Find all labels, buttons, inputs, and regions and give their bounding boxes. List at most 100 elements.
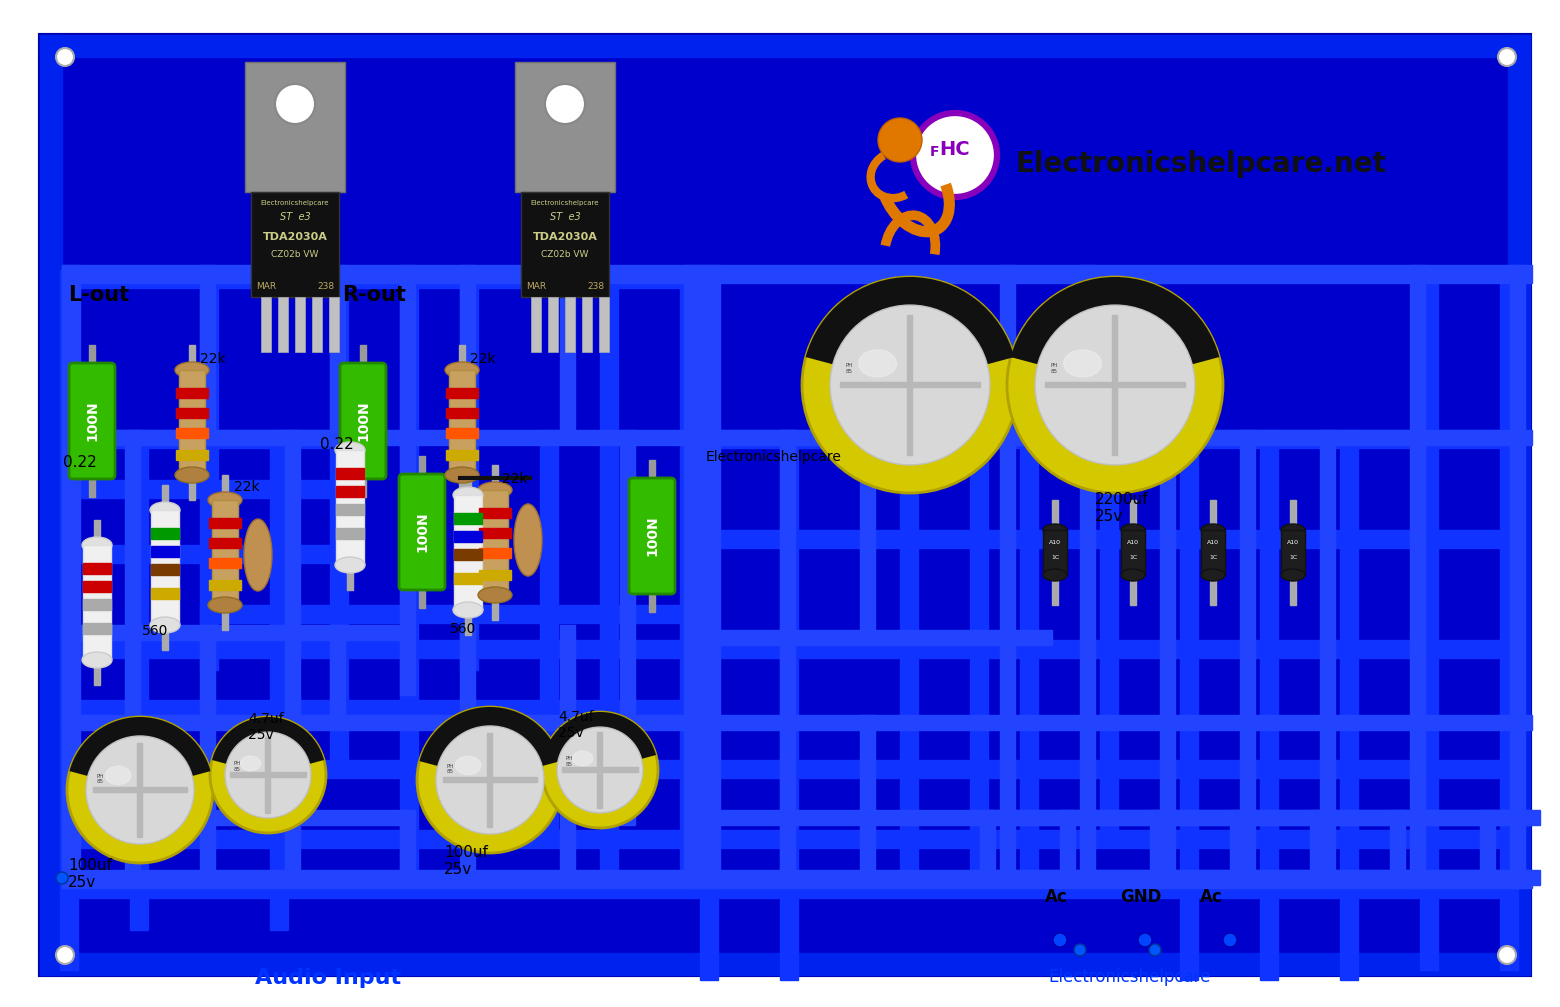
Text: 100N: 100N	[644, 516, 658, 556]
Text: PH
85: PH 85	[565, 756, 573, 766]
Bar	[94, 520, 100, 545]
Ellipse shape	[477, 587, 512, 603]
Bar	[335, 450, 363, 565]
Text: A10: A10	[1287, 540, 1299, 545]
Text: A10: A10	[1048, 540, 1061, 545]
Bar	[700, 760, 1501, 778]
Bar	[1509, 35, 1530, 975]
Bar	[970, 430, 987, 880]
Bar	[1510, 265, 1526, 888]
Bar	[222, 605, 228, 630]
Text: 22k: 22k	[470, 352, 496, 366]
Text: 1C: 1C	[1129, 555, 1137, 560]
Circle shape	[1008, 277, 1223, 493]
Bar	[59, 545, 360, 563]
Text: Ac: Ac	[1200, 888, 1223, 906]
Bar	[702, 810, 1532, 825]
Bar	[446, 428, 477, 438]
Bar	[331, 265, 345, 430]
Bar	[446, 388, 477, 398]
Bar	[270, 430, 289, 930]
Bar	[454, 573, 482, 584]
Bar	[151, 510, 179, 625]
Text: 560: 560	[142, 624, 168, 638]
Bar	[1310, 810, 1324, 885]
Bar	[1129, 500, 1136, 530]
Bar	[346, 565, 353, 590]
Bar	[1080, 430, 1095, 885]
Bar	[278, 297, 289, 352]
Bar	[1281, 530, 1306, 575]
Circle shape	[1137, 933, 1151, 947]
Bar	[1150, 810, 1165, 885]
Ellipse shape	[452, 602, 484, 618]
Ellipse shape	[858, 349, 897, 377]
Bar	[702, 430, 1532, 445]
Circle shape	[56, 872, 69, 884]
Bar	[465, 610, 471, 635]
Bar	[295, 297, 306, 352]
Bar	[619, 430, 635, 825]
Text: 22k: 22k	[234, 480, 259, 494]
Text: MAR: MAR	[256, 282, 276, 291]
FancyBboxPatch shape	[69, 363, 115, 479]
Bar	[151, 588, 179, 599]
Ellipse shape	[445, 362, 479, 378]
Bar	[329, 297, 339, 352]
Text: Electronicshelpcare: Electronicshelpcare	[1048, 968, 1211, 986]
Bar	[702, 265, 1532, 283]
Bar	[209, 580, 240, 590]
Bar	[125, 430, 140, 885]
Ellipse shape	[83, 652, 112, 668]
Bar	[331, 625, 345, 715]
Text: F: F	[930, 145, 939, 159]
Bar	[335, 486, 363, 497]
Bar	[860, 430, 875, 630]
Bar	[1179, 430, 1198, 980]
Circle shape	[541, 712, 658, 828]
Bar	[649, 590, 655, 612]
Bar	[399, 265, 415, 695]
Text: MAR: MAR	[526, 282, 546, 291]
Bar	[209, 538, 240, 548]
Text: TDA2030A: TDA2030A	[532, 232, 597, 242]
Bar	[200, 265, 215, 430]
Bar	[176, 408, 207, 418]
Bar	[261, 297, 271, 352]
Circle shape	[1150, 944, 1161, 956]
Bar	[460, 270, 477, 670]
Bar	[1100, 430, 1119, 830]
Bar	[479, 528, 512, 538]
Bar	[460, 265, 474, 430]
Bar	[680, 270, 697, 870]
Bar	[900, 430, 917, 880]
Bar	[41, 35, 1530, 57]
Bar	[702, 630, 1051, 645]
Bar	[702, 870, 1532, 888]
Bar	[980, 810, 995, 885]
Bar	[1290, 500, 1296, 530]
Bar	[399, 810, 415, 885]
Bar	[1410, 265, 1424, 888]
Bar	[700, 530, 1501, 548]
Bar	[151, 564, 179, 575]
Bar	[265, 737, 270, 813]
Bar	[179, 370, 204, 475]
Bar	[176, 388, 207, 398]
Text: 100uf
25v: 100uf 25v	[445, 845, 488, 877]
Text: HC: HC	[939, 140, 970, 159]
Bar	[780, 430, 799, 980]
Bar	[700, 640, 1501, 658]
Bar	[222, 475, 228, 500]
Circle shape	[1223, 933, 1237, 947]
Text: Electronicshelpcare.net: Electronicshelpcare.net	[1016, 150, 1385, 178]
Bar	[59, 830, 700, 848]
Text: 2200uf
25v: 2200uf 25v	[1095, 492, 1148, 525]
Text: PH
85: PH 85	[446, 763, 454, 774]
Bar	[209, 518, 240, 528]
Bar	[176, 450, 207, 460]
Text: 1C: 1C	[1289, 555, 1296, 560]
Bar	[200, 605, 680, 623]
Ellipse shape	[513, 504, 541, 576]
Bar	[1420, 270, 1438, 970]
